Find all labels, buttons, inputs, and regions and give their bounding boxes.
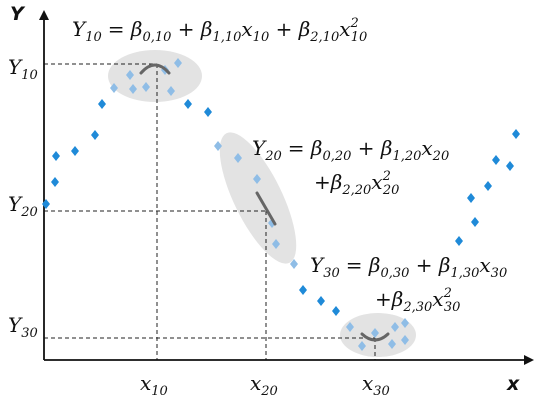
data-point [91,130,99,140]
equation-10: Y10 = β0,10 + β1,10x10 + β2,10x2 10 [72,16,367,45]
local-fit-curve-10 [139,63,171,75]
guide-lines [44,63,376,360]
data-point [471,217,479,227]
equation-30-line-2: +β2,30x2 30 [375,286,460,315]
y-tick-label-30: Y30 [8,313,38,341]
equation-30-line-1: Y30 = β0,30 + β1,30x30 [310,253,507,281]
x-tick-label-10: x10 [140,371,168,399]
x-axis-name: x [506,373,520,395]
data-point [214,141,222,151]
data-point [234,153,242,163]
data-point [506,161,514,171]
data-point [467,193,475,203]
data-point [42,199,50,209]
y-tick-label-10: Y10 [8,55,38,83]
data-point [253,174,261,184]
data-point [358,341,366,351]
data-point [184,99,192,109]
local-fit-curve-30 [360,332,390,342]
data-point [290,259,298,269]
data-points [42,58,520,351]
data-point [388,339,396,349]
data-point [484,181,492,191]
equation-20-line-2: +β2,20x2 20 [314,169,399,198]
x-tick-label-30: x30 [362,371,390,399]
data-point [204,107,212,117]
x-tick-label-20: x20 [250,371,278,399]
data-point [401,335,409,345]
data-point [71,146,79,156]
data-point [492,155,500,165]
data-point [391,322,399,332]
equation-20-line-1: Y20 = β0,20 + β1,20x20 [252,136,449,164]
data-point [129,84,137,94]
local-window-20 [219,132,297,264]
data-point [52,151,60,161]
data-point [512,129,520,139]
data-point [371,328,379,338]
local-fit-curve-20 [255,191,277,226]
data-point [174,58,182,68]
data-point [332,306,340,316]
data-point [317,296,325,306]
y-tick-label-20: Y20 [8,192,38,220]
data-point [142,82,150,92]
data-point [110,83,118,93]
data-point [126,70,134,80]
data-point [272,239,280,249]
data-point [455,236,463,246]
local-window-10 [108,50,202,102]
data-point [299,285,307,295]
data-point [98,99,106,109]
data-point [401,318,409,328]
y-axis-name: Y [10,3,26,25]
data-point [346,322,354,332]
data-point [167,86,175,96]
data-point [51,177,59,187]
